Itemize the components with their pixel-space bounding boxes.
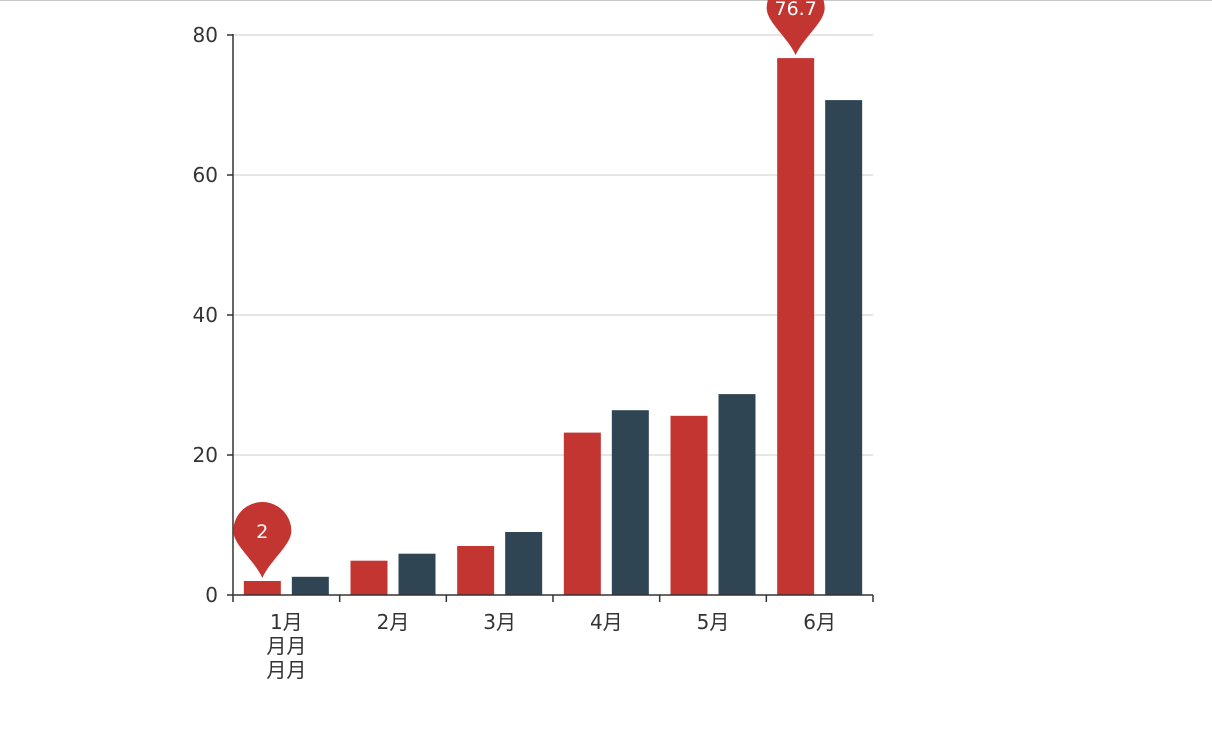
x-tick-label: 3月 xyxy=(483,610,516,634)
bar-series1-1 xyxy=(243,581,281,595)
bar-series2-4 xyxy=(611,410,649,595)
bar-series1-4 xyxy=(563,432,601,595)
bar-series2-6 xyxy=(825,100,863,595)
y-tick-label: 20 xyxy=(193,443,218,467)
x-tick-label: 1月月月月月 xyxy=(266,610,306,682)
mark-point-label: 2 xyxy=(256,521,268,543)
x-tick-label: 4月 xyxy=(590,610,623,634)
y-tick-label: 80 xyxy=(193,23,218,47)
window-top-border xyxy=(0,0,1212,1)
bar-series2-5 xyxy=(718,394,756,595)
bar-series2-2 xyxy=(398,553,436,595)
x-tick-label: 6月 xyxy=(803,610,836,634)
bar-series2-3 xyxy=(505,532,543,595)
y-tick-label: 0 xyxy=(205,583,218,607)
mark-point-pin xyxy=(766,0,825,56)
axis-labels: 0 20 40 60 80 1月月月月月 2月 3月 4月 5月 6月 xyxy=(193,23,836,682)
bar-series1-6 xyxy=(777,58,815,596)
axes xyxy=(227,34,874,602)
grid-lines xyxy=(233,34,873,456)
bar-series1-3 xyxy=(457,546,495,595)
x-tick-label: 2月 xyxy=(377,610,410,634)
bar-series xyxy=(243,58,863,596)
mark-points: 276.7 xyxy=(233,0,825,578)
bar-series1-5 xyxy=(670,415,708,595)
mark-point-pin xyxy=(233,502,292,578)
y-tick-label: 40 xyxy=(193,303,218,327)
bar-series2-1 xyxy=(291,576,329,595)
mark-point-label: 76.7 xyxy=(775,0,817,20)
x-tick-label: 5月 xyxy=(697,610,730,634)
bar-series1-2 xyxy=(350,560,388,595)
y-tick-label: 60 xyxy=(193,163,218,187)
